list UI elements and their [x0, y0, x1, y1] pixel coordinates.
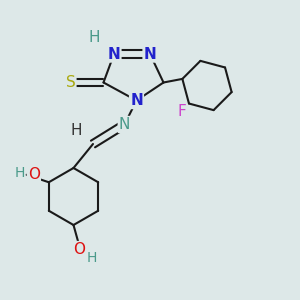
Text: H: H — [71, 123, 82, 138]
Text: H: H — [89, 30, 100, 45]
Text: N: N — [108, 46, 120, 62]
Text: H: H — [86, 251, 97, 265]
Text: N: N — [130, 93, 143, 108]
Text: N: N — [144, 46, 156, 62]
Text: O: O — [74, 242, 86, 257]
Text: F: F — [177, 103, 186, 118]
Text: N: N — [119, 117, 130, 132]
Text: H: H — [14, 166, 25, 180]
Text: S: S — [66, 75, 75, 90]
Text: O: O — [28, 167, 40, 182]
